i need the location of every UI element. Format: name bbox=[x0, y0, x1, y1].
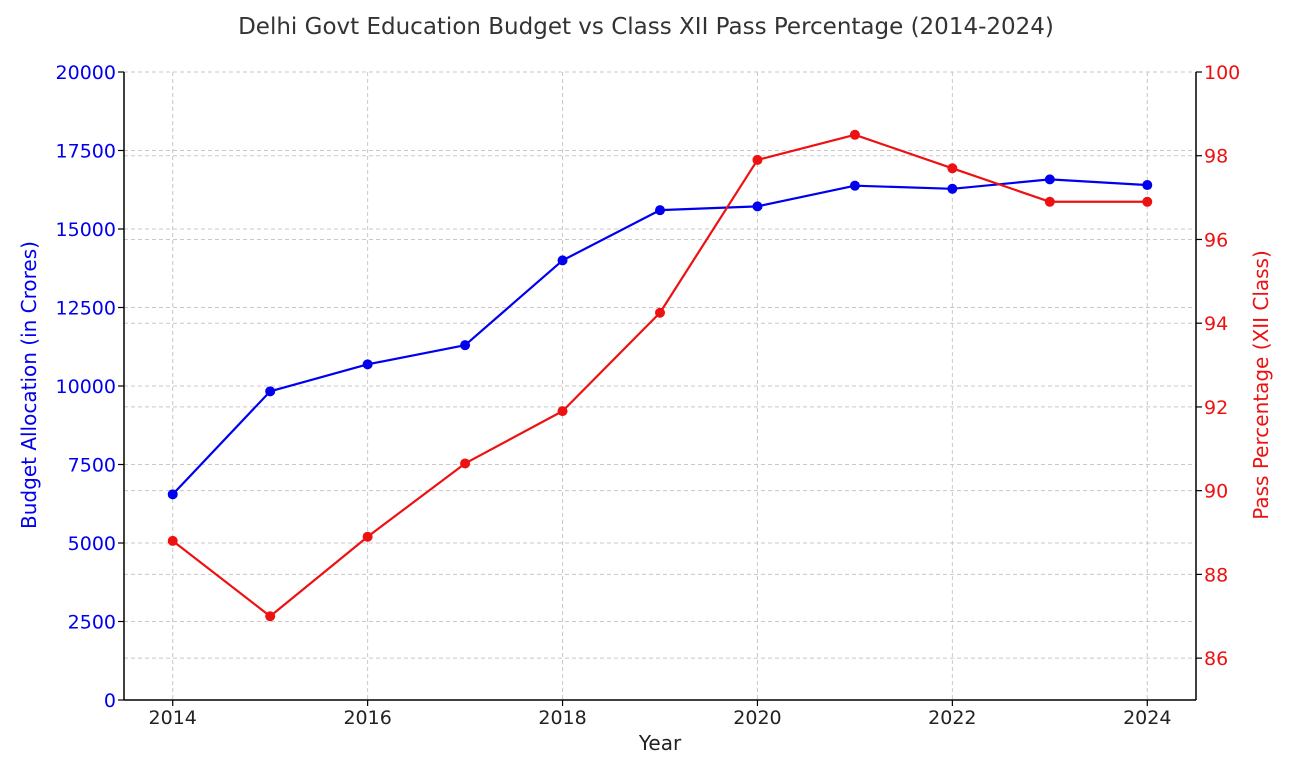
series-layer bbox=[167, 129, 1153, 622]
y-left-tick-label: 10000 bbox=[56, 376, 116, 398]
y-axis-right-label: Pass Percentage (XII Class) bbox=[1249, 250, 1273, 520]
y-left-tick-label: 15000 bbox=[56, 219, 116, 241]
y-axis-left-label: Budget Allocation (in Crores) bbox=[17, 241, 41, 529]
data-point-left bbox=[362, 359, 373, 370]
data-point-right bbox=[752, 154, 763, 165]
data-point-right bbox=[947, 163, 958, 174]
data-point-right bbox=[849, 129, 860, 140]
y-right-tick-label: 98 bbox=[1204, 146, 1228, 168]
chart-title: Delhi Govt Education Budget vs Class XII… bbox=[238, 14, 1054, 40]
data-point-right bbox=[265, 611, 276, 622]
x-tick-label: 2022 bbox=[928, 707, 976, 729]
grid bbox=[124, 71, 1196, 701]
data-point-left bbox=[557, 255, 568, 266]
y-right-tick-label: 88 bbox=[1204, 564, 1228, 586]
y-left-tick-label: 0 bbox=[104, 690, 116, 712]
data-point-right bbox=[1142, 196, 1153, 207]
data-point-left bbox=[265, 386, 276, 397]
series-line-left bbox=[171, 178, 1148, 496]
data-point-right bbox=[460, 458, 471, 469]
y-right-tick-label: 96 bbox=[1204, 229, 1228, 251]
y-left-tick-label: 5000 bbox=[68, 533, 116, 555]
data-point-left bbox=[947, 183, 958, 194]
x-tick-label: 2024 bbox=[1123, 707, 1171, 729]
data-point-left bbox=[167, 489, 178, 500]
x-tick-label: 2016 bbox=[343, 707, 391, 729]
data-point-right bbox=[655, 307, 665, 318]
y-left-tick-label: 12500 bbox=[56, 298, 116, 320]
y-right-tick-label: 90 bbox=[1204, 481, 1228, 503]
x-axis-label: Year bbox=[638, 731, 682, 755]
y-right-tick-label: 86 bbox=[1204, 648, 1228, 670]
data-point-right bbox=[1044, 196, 1055, 207]
y-right-tick-label: 100 bbox=[1204, 62, 1240, 84]
y-right-tick-label: 94 bbox=[1204, 313, 1228, 335]
data-point-right bbox=[362, 531, 373, 542]
data-point-left bbox=[1044, 174, 1055, 185]
data-point-right bbox=[167, 535, 178, 546]
data-point-left bbox=[460, 340, 471, 351]
x-tick-label: 2018 bbox=[538, 707, 586, 729]
x-tick-label: 2020 bbox=[733, 707, 781, 729]
data-point-left bbox=[1142, 180, 1153, 191]
y-left-tick-label: 2500 bbox=[68, 612, 116, 634]
data-point-left bbox=[849, 180, 860, 191]
data-point-left bbox=[655, 205, 665, 216]
y-right-tick-label: 92 bbox=[1204, 397, 1228, 419]
y-left-tick-label: 20000 bbox=[56, 62, 116, 84]
ticks: 2014 2016 2018 2020 2022 2024 0 2500 5000 7500 100… bbox=[56, 62, 1241, 729]
y-left-tick-label: 7500 bbox=[68, 455, 116, 477]
x-tick-label: 2014 bbox=[149, 707, 197, 729]
data-point-left bbox=[752, 201, 763, 212]
data-point-right bbox=[557, 406, 568, 417]
y-left-tick-label: 17500 bbox=[56, 141, 116, 163]
